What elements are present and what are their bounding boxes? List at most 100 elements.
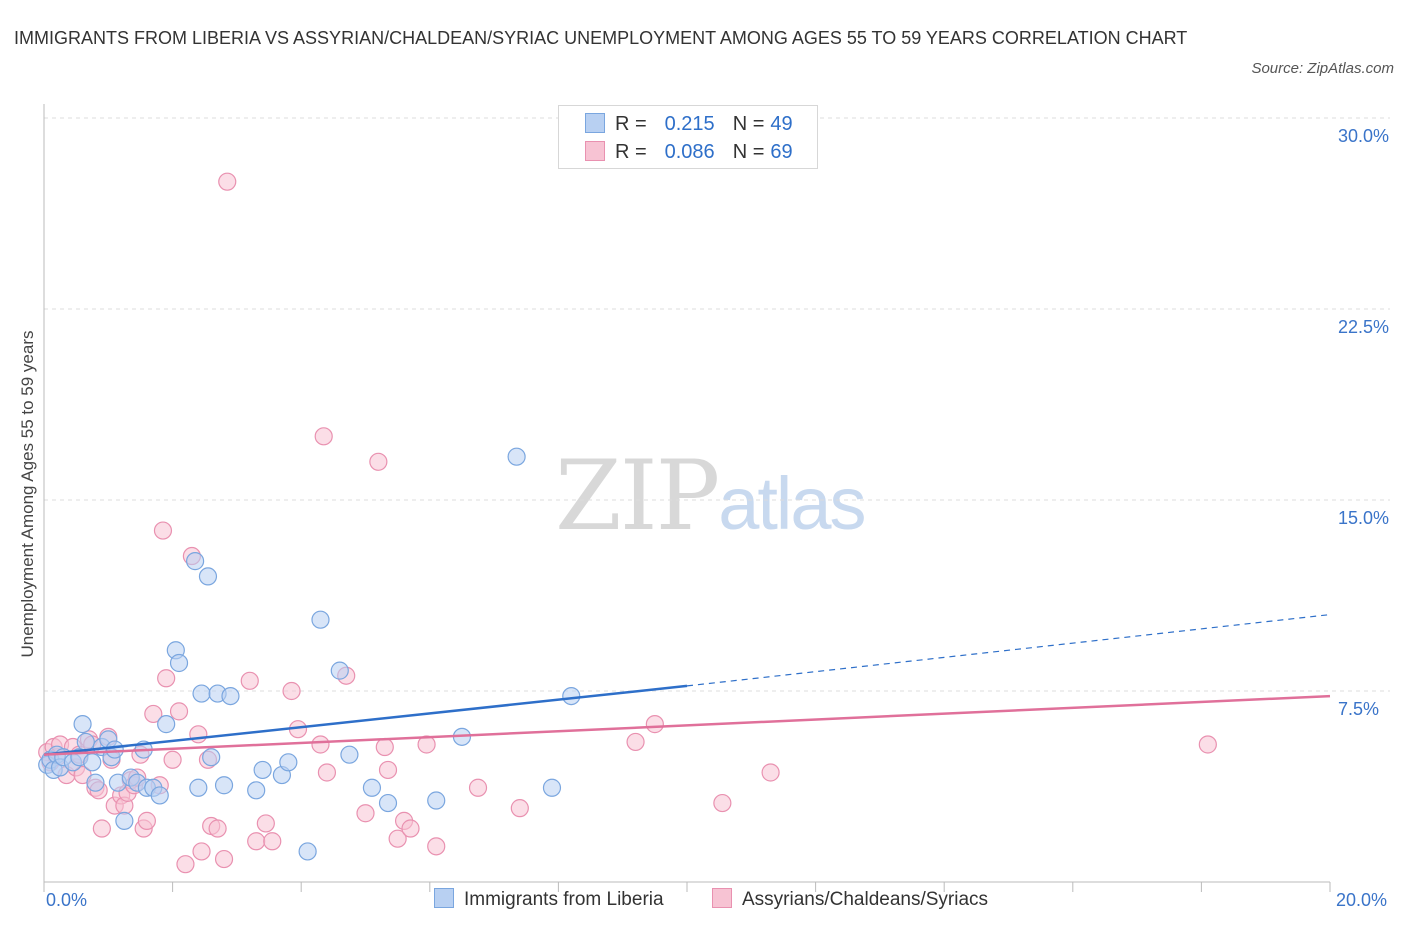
- point-assyrians: [157, 669, 176, 688]
- point-assyrians: [176, 855, 195, 874]
- point-liberia: [542, 778, 562, 797]
- legend-swatch-blue: [585, 113, 605, 133]
- legend-r-label: R =: [615, 141, 647, 163]
- trend-line-assyrians: [43, 694, 1331, 756]
- point-liberia: [378, 793, 398, 813]
- point-assyrians: [169, 702, 189, 721]
- point-liberia: [157, 715, 176, 734]
- point-liberia: [73, 715, 92, 734]
- point-liberia: [507, 447, 526, 466]
- point-assyrians: [263, 832, 282, 851]
- series-legend-liberia: Immigrants from Liberia: [434, 888, 664, 911]
- point-liberia: [214, 776, 234, 795]
- series-legend-assyrians: Assyrians/Chaldeans/Syriacs: [712, 888, 988, 911]
- series-swatch-pink: [712, 888, 732, 908]
- point-assyrians: [645, 715, 664, 734]
- point-assyrians: [92, 819, 111, 838]
- point-liberia: [198, 567, 218, 586]
- point-liberia: [169, 653, 189, 673]
- x-tick-label-min: 0.0%: [46, 890, 88, 910]
- point-assyrians: [468, 778, 488, 797]
- legend-row-assyrians: R = 0.086 N = 69: [585, 139, 793, 165]
- point-assyrians: [218, 172, 237, 191]
- point-liberia: [202, 748, 221, 767]
- point-assyrians: [401, 819, 420, 838]
- point-liberia: [86, 773, 105, 792]
- point-liberia: [562, 686, 581, 706]
- point-assyrians: [417, 735, 436, 754]
- trend-line-liberia-extension: [686, 614, 1331, 687]
- y-tick-label: 22.5%: [1338, 317, 1390, 337]
- point-assyrians: [626, 732, 645, 752]
- point-liberia: [189, 778, 208, 797]
- point-assyrians: [144, 704, 163, 724]
- point-assyrians: [311, 735, 330, 754]
- axes: [43, 104, 1331, 892]
- point-assyrians: [208, 819, 227, 838]
- point-assyrians: [388, 829, 407, 848]
- grid-lines: [44, 117, 1390, 692]
- point-assyrians: [1198, 735, 1217, 754]
- trend-line-liberia: [43, 684, 688, 756]
- trend-lines: [43, 614, 1331, 756]
- point-assyrians: [192, 842, 211, 861]
- legend-n-label: N =: [732, 141, 765, 163]
- legend-n-value: 69: [770, 141, 793, 163]
- point-assyrians: [153, 521, 173, 540]
- point-assyrians: [356, 804, 375, 823]
- legend-r-label: R =: [615, 113, 647, 135]
- point-liberia: [150, 786, 169, 805]
- legend-swatch-pink: [585, 141, 605, 161]
- point-assyrians: [369, 452, 388, 471]
- point-assyrians: [713, 793, 732, 813]
- watermark-atlas: atlas: [718, 462, 866, 545]
- point-assyrians: [163, 750, 182, 769]
- x-tick-label-max: 20.0%: [1336, 890, 1388, 910]
- watermark-zip: ZIP: [555, 440, 720, 552]
- point-assyrians: [214, 849, 234, 869]
- point-liberia: [83, 753, 102, 772]
- point-assyrians: [510, 799, 529, 818]
- series-assyrians-points: [38, 172, 1217, 874]
- series-swatch-blue: [434, 888, 454, 908]
- point-assyrians: [317, 763, 337, 782]
- point-liberia: [192, 684, 211, 703]
- point-assyrians: [378, 760, 398, 780]
- legend-r-value: 0.086: [664, 141, 715, 163]
- point-liberia: [279, 753, 298, 772]
- point-liberia: [115, 811, 134, 830]
- point-liberia: [247, 781, 266, 800]
- point-assyrians: [189, 725, 208, 744]
- point-assyrians: [282, 681, 301, 701]
- source-label: Source: ZipAtlas.com: [1251, 60, 1394, 77]
- point-liberia: [427, 791, 446, 810]
- correlation-legend: R = 0.215 N = 49 R = 0.086 N = 69: [558, 105, 818, 169]
- point-assyrians: [240, 671, 259, 690]
- watermark: ZIPatlas: [555, 440, 867, 552]
- series-name-liberia: Immigrants from Liberia: [464, 889, 664, 910]
- point-liberia: [76, 732, 95, 752]
- point-liberia: [253, 760, 272, 780]
- legend-row-liberia: R = 0.215 N = 49: [585, 111, 793, 137]
- y-tick-label: 7.5%: [1338, 699, 1380, 719]
- point-assyrians: [375, 737, 394, 757]
- point-liberia: [105, 740, 124, 759]
- series-name-assyrians: Assyrians/Chaldeans/Syriacs: [742, 889, 989, 910]
- point-assyrians: [761, 763, 780, 782]
- point-assyrians: [247, 832, 266, 851]
- legend-n-value: 49: [770, 113, 793, 135]
- point-assyrians: [256, 814, 275, 833]
- point-liberia: [311, 610, 330, 629]
- point-liberia: [298, 842, 317, 861]
- legend-n-label: N =: [732, 113, 765, 135]
- point-liberia: [221, 686, 240, 706]
- point-liberia: [186, 552, 205, 571]
- point-liberia: [362, 778, 382, 797]
- y-tick-label: 15.0%: [1338, 508, 1390, 528]
- point-liberia: [330, 661, 349, 680]
- point-liberia: [340, 745, 359, 764]
- point-assyrians: [427, 837, 446, 856]
- point-assyrians: [314, 427, 333, 446]
- legend-r-value: 0.215: [664, 113, 715, 135]
